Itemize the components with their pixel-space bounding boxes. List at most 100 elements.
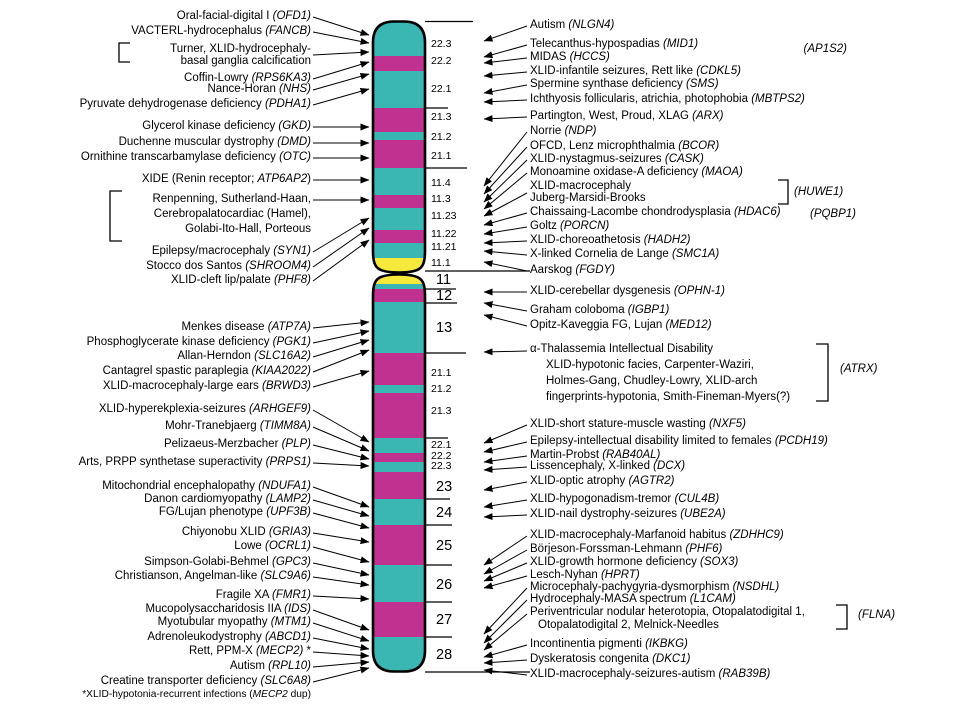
label-text: α-Thalassemia Intellectual Disability [530,343,714,355]
gene-symbol: (MAOA) [701,166,743,178]
band-label-p11.22: 11.22 [431,228,457,240]
label-text: MIDAS [530,51,570,63]
arrow-IGBP1 [483,301,528,312]
disease-label-SLC9A6: Christianson, Angelman-like (SLC9A6) [115,570,311,583]
label-text: Oral-facial-digital I [176,10,273,22]
disease-label-PQBP1: Cerebropalatocardiac (Hamel), [154,208,311,221]
band-label-p21.2: 21.2 [431,131,452,143]
arrow-TIMM8A [312,426,370,452]
arrow-NSDHL [483,587,528,635]
band-label-p21.3: 21.3 [431,111,452,123]
band-Xp21.3 [373,108,425,132]
arrow-FGDY [483,260,528,272]
gene-symbol: (AGTR2) [628,475,675,487]
label-text: Norrie [530,125,565,137]
footnote: *XLID-hypotonia-recurrent infections (ME… [82,688,311,701]
disease-label-FANCB: VACTERL-hydrocephalus (FANCB) [131,25,311,38]
arrow-NLGN4 [483,25,528,42]
arrow-MED12 [483,313,528,327]
disease-label-ZDHHC9: XLID-macrocephaly-Marfanoid habitus (ZDH… [530,529,784,542]
band-Xp11.1 [373,258,425,273]
gene-symbol: (ZDHHC9) [729,529,784,541]
gene-symbol: (RPL10) [268,660,311,672]
label-text: ) [307,173,311,185]
disease-label-IGBP1: Graham coloboma (IGBP1) [530,304,669,317]
arrow-NHS [312,72,370,91]
arrow-RPS6KA3 [312,61,370,80]
label-text: Ornithine transcarbamylase deficiency [80,151,280,163]
gene-symbol: (MID1) [662,38,699,50]
gene-symbol: (UPF3B) [266,506,311,518]
band-Xp22.2 [373,56,425,71]
gene-symbol: (PHF6) [685,543,723,555]
band-label-p22.2: 22.2 [431,55,452,67]
gene-symbol: (IKBKG) [645,638,688,650]
band-Xp22.3 [373,21,425,56]
band-label-q26: 26 [436,577,453,593]
label-text: XLID-macrocephaly [530,180,631,192]
band-Xq24 [373,499,425,525]
gene-symbol: (TIMM8A) [259,420,311,432]
disease-label-OPHN-1: XLID-cerebellar dysgenesis (OPHN-1) [530,285,725,298]
gene-symbol: (FGDY) [575,264,615,276]
arrow-HADH2 [483,239,528,247]
label-text: Graham coloboma [530,304,628,316]
label-text: XLID-macrocephaly-seizures-autism [530,668,719,680]
label-text: Mitochondrial encephalopathy [102,480,259,492]
arrow-NXF5 [483,424,528,444]
band-Xq13 [373,302,425,353]
disease-label-MAOA: Monoamine oxidase-A deficiency (MAOA) [530,166,743,179]
label-text: Chiyonobu XLID [181,526,269,538]
label-text: Pelizaeus-Merzbacher [163,438,282,450]
label-text: Cantagrel spastic paraplegia [102,365,252,377]
disease-label-PGK1: Phosphoglycerate kinase deficiency (PGK1… [87,336,311,349]
disease-label-OCRL1: Lowe (OCRL1) [234,540,311,553]
band-Xq21.2 [373,385,425,393]
label-text: Epilepsy/macrocephaly [151,245,274,257]
label-text: Christianson, Angelman-like [114,570,261,582]
disease-label-NSDHL: Microcephaly-pachygyria-dysmorphism (NSD… [530,581,779,594]
gene-symbol: (HCCS) [569,51,610,63]
band-Xq26 [373,565,425,602]
gene-symbol: (OCRL1) [264,540,311,552]
label-text: XLID-short stature-muscle wasting [530,418,709,430]
label-text: Börjeson-Forssman-Lehmann [530,543,686,555]
arrow-PDHA1 [312,87,370,106]
label-text: Aarskog [530,264,576,276]
disease-label-RAB40AL: Martin-Probst (RAB40AL) [530,449,660,462]
label-text: Martin-Probst [530,449,603,461]
disease-label-DKC1: Dyskeratosis congenita (DKC1) [530,653,690,666]
label-text: Mohr-Tranebjaerg [165,420,260,432]
disease-label-GKD: Glycerol kinase deficiency (GKD) [142,120,311,133]
arrow-SYN1 [312,217,370,253]
disease-label-PQBP1: Golabi-Ito-Hall, Porteous [185,223,311,236]
arrow-SOX3 [483,562,528,582]
label-text: Hydrocephaly-MASA spectrum [530,593,690,605]
label-text: XLID-nystagmus-seizures [530,153,665,165]
label-text: Autism [530,19,569,31]
gene-symbol: (CDKL5) [696,65,741,77]
gene-symbol: (L1CAM) [689,593,736,605]
label-text: Monoamine oxidase-A deficiency [530,166,702,178]
gene-symbol: (DCX) [653,460,686,472]
gene-symbol: (SOX3) [700,556,739,568]
arrow-BRWD3 [312,369,370,388]
disease-label-BCOR: OFCD, Lenz microphthalmia (BCOR) [530,140,719,153]
p-arm-bands [373,21,425,273]
arrow-MAOA [483,172,528,210]
gene-symbol: (NDUFA1) [258,480,311,492]
gene-symbol: (SLC6A8) [260,675,312,687]
disease-label-RPS6KA3: Coffin-Lowry (RPS6KA3) [184,72,311,85]
label-text: Juberg-Marsidi-Brooks [530,192,646,204]
label-text: Spermine synthase deficiency [530,78,686,90]
arrow-UBE2A [483,513,528,521]
disease-label-AGTR2: XLID-optic atrophy (AGTR2) [530,475,674,488]
bracket-glyph [778,179,789,205]
band-Xq22.2 [373,453,425,462]
arrow-GPC3 [312,562,370,577]
label-text: Adrenoleukodystrophy [147,631,265,643]
disease-label-HCCS: MIDAS (HCCS) [530,51,610,64]
label-text: Stocco dos Santos [146,260,246,272]
label-text: VACTERL-hydrocephalus [131,25,266,37]
label-text: Coffin-Lowry [184,72,252,84]
